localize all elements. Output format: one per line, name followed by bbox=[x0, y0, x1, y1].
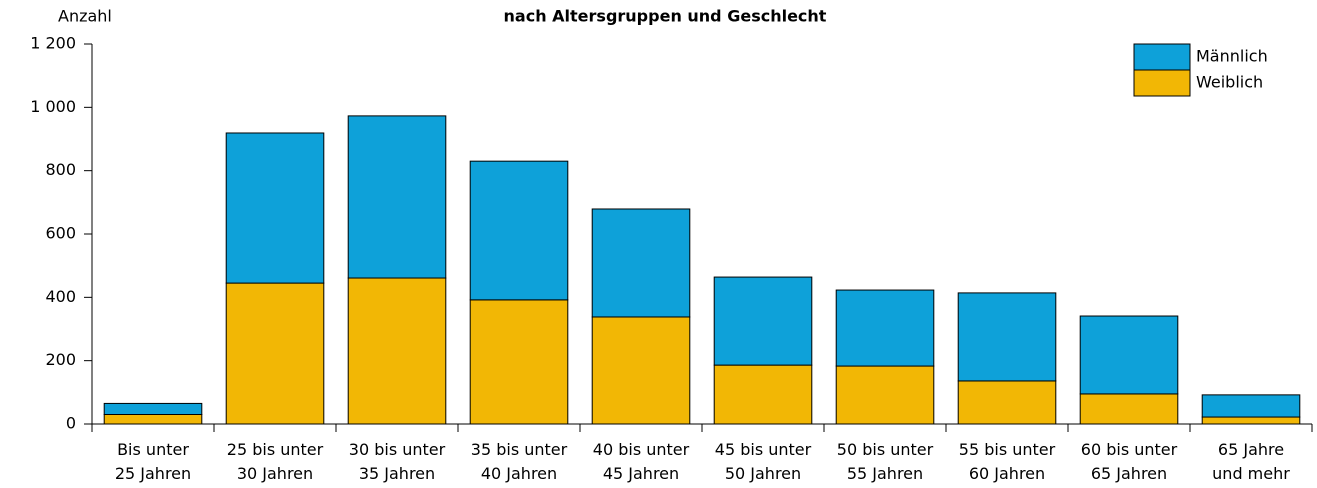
y-tick-label: 400 bbox=[45, 287, 76, 306]
legend-swatch bbox=[1133, 43, 1191, 71]
x-tick-label: 45 bis unter 50 Jahren bbox=[714, 440, 812, 483]
x-tick-label: Bis unter 25 Jahren bbox=[114, 440, 192, 483]
x-tick-label: 25 bis unter 30 Jahren bbox=[226, 440, 324, 483]
bar-segment bbox=[957, 292, 1057, 382]
bar-segment bbox=[713, 364, 813, 425]
legend-label: Weiblich bbox=[1196, 73, 1263, 92]
y-tick-label: 1 000 bbox=[30, 97, 76, 116]
bar-segment bbox=[1201, 416, 1301, 425]
y-tick-label: 600 bbox=[45, 224, 76, 243]
bar-segment bbox=[469, 160, 569, 301]
legend-label: Männlich bbox=[1196, 47, 1268, 66]
y-tick-label: 800 bbox=[45, 160, 76, 179]
bar-segment bbox=[347, 277, 447, 425]
x-tick-label: 40 bis unter 45 Jahren bbox=[592, 440, 690, 483]
chart-title: nach Altersgruppen und Geschlecht bbox=[504, 7, 827, 26]
bar-segment bbox=[957, 380, 1057, 425]
bar-segment bbox=[469, 299, 569, 425]
bar-segment bbox=[1079, 315, 1179, 395]
bar-segment bbox=[713, 276, 813, 366]
bar-segment bbox=[225, 132, 325, 284]
x-tick-label: 65 Jahre und mehr bbox=[1212, 440, 1290, 483]
bar-segment bbox=[1079, 393, 1179, 425]
bar-segment bbox=[1201, 394, 1301, 418]
x-tick-label: 55 bis unter 60 Jahren bbox=[958, 440, 1056, 483]
x-tick-label: 50 bis unter 55 Jahren bbox=[836, 440, 934, 483]
legend-swatch bbox=[1133, 69, 1191, 97]
y-tick-label: 200 bbox=[45, 350, 76, 369]
y-tick-label: 1 200 bbox=[30, 34, 76, 53]
x-tick-label: 30 bis unter 35 Jahren bbox=[348, 440, 446, 483]
bar-segment bbox=[591, 316, 691, 425]
bar-segment bbox=[103, 402, 203, 415]
bar-segment bbox=[347, 115, 447, 279]
x-tick-label: 60 bis unter 65 Jahren bbox=[1080, 440, 1178, 483]
bar-segment bbox=[835, 365, 935, 425]
bar-segment bbox=[591, 208, 691, 318]
bar-segment bbox=[835, 289, 935, 367]
x-tick-label: 35 bis unter 40 Jahren bbox=[470, 440, 568, 483]
bar-segment bbox=[103, 414, 203, 425]
y-tick-label: 0 bbox=[66, 414, 76, 433]
y-axis-label: Anzahl bbox=[58, 7, 112, 26]
bar-segment bbox=[225, 282, 325, 425]
